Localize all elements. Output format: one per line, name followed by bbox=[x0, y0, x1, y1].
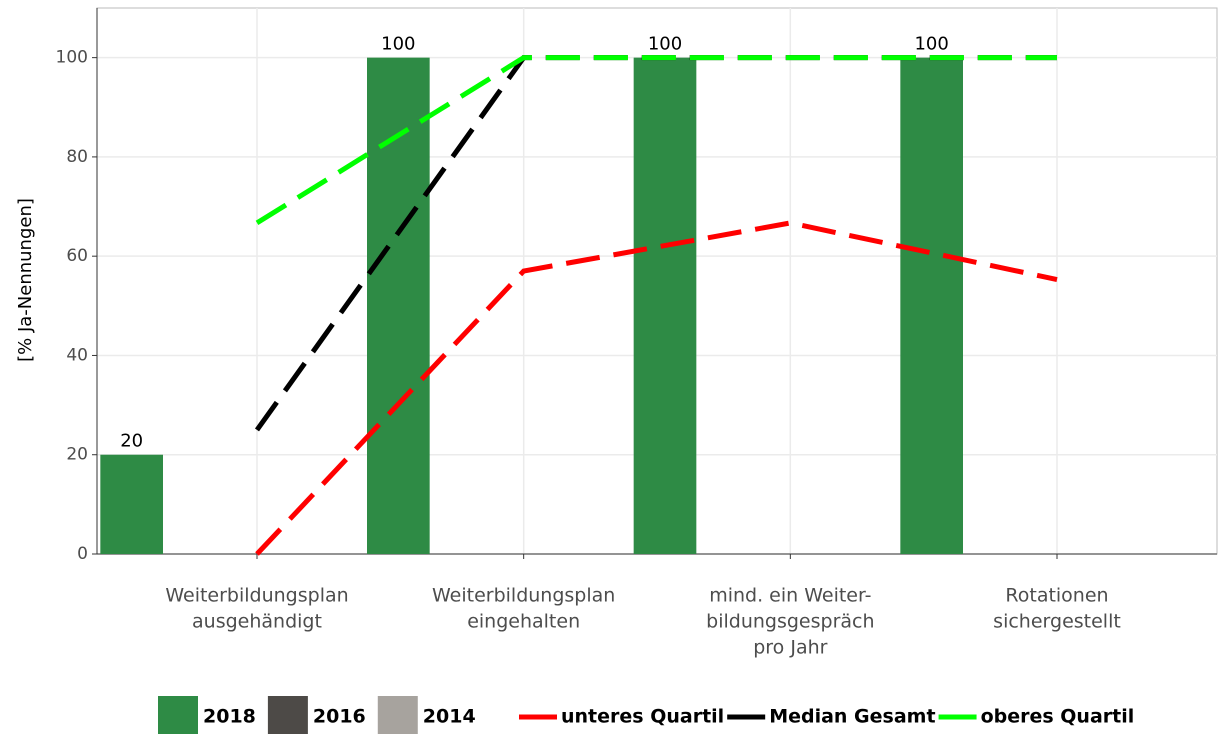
x-tick-label: eingehalten bbox=[467, 611, 580, 633]
y-tick-label: 60 bbox=[66, 246, 88, 266]
data-label: 20 bbox=[120, 431, 143, 452]
data-label: 100 bbox=[648, 34, 682, 55]
legend-label: Median Gesamt bbox=[769, 706, 935, 728]
x-tick-label: bildungsgespräch bbox=[706, 611, 874, 633]
legend-swatch bbox=[377, 696, 418, 734]
line bbox=[255, 220, 1058, 556]
y-tick-label: 40 bbox=[66, 345, 88, 365]
x-tick-label: Rotationen bbox=[1005, 585, 1108, 607]
x-tick-label: sichergestellt bbox=[993, 611, 1121, 633]
legend-swatch bbox=[158, 696, 198, 734]
y-tick-label: 100 bbox=[56, 48, 88, 68]
line bbox=[255, 55, 1057, 226]
legend-label: 2016 bbox=[313, 706, 366, 728]
legend-label: 2018 bbox=[203, 706, 256, 728]
legend-label: oberes Quartil bbox=[981, 706, 1135, 728]
data-label: 100 bbox=[381, 34, 415, 55]
x-tick-label: Weiterbildungsplan bbox=[432, 585, 615, 607]
data-label: 100 bbox=[914, 34, 948, 55]
y-tick-label: 20 bbox=[66, 445, 88, 465]
x-tick-label: ausgehändigt bbox=[192, 611, 322, 633]
y-axis-label: [% Ja-Nennungen] bbox=[15, 198, 36, 362]
bar bbox=[900, 57, 963, 555]
x-tick-label: Weiterbildungsplan bbox=[165, 585, 348, 607]
bar bbox=[633, 57, 697, 555]
y-tick-label: 0 bbox=[77, 544, 88, 564]
x-tick-label: pro Jahr bbox=[753, 637, 827, 659]
legend-swatch bbox=[267, 696, 308, 734]
legend-label: unteres Quartil bbox=[561, 706, 724, 728]
bar bbox=[100, 454, 163, 554]
x-tick-label: mind. ein Weiter- bbox=[709, 585, 871, 607]
bar bbox=[367, 57, 430, 555]
y-tick-label: 80 bbox=[66, 147, 88, 167]
legend-label: 2014 bbox=[423, 706, 476, 728]
